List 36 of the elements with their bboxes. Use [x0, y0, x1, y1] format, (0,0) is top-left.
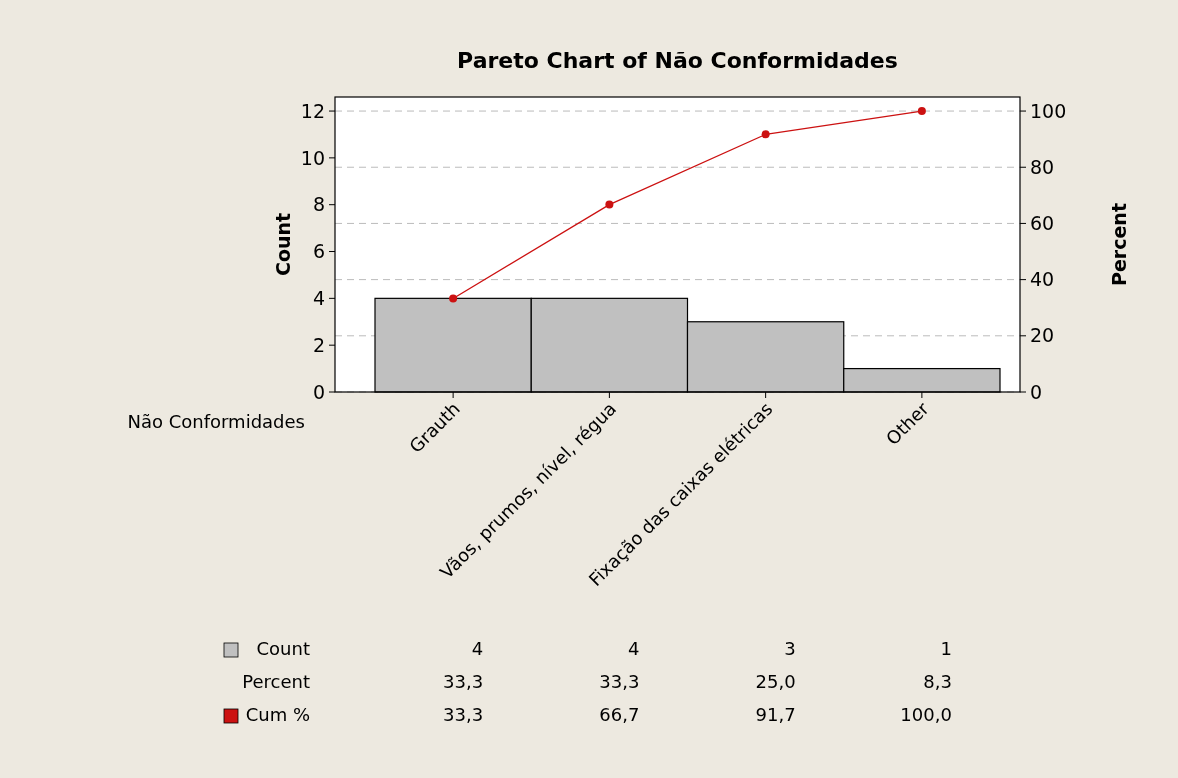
y-tick-label: 4 [312, 287, 325, 309]
data-label: 33,3 [443, 704, 484, 725]
y-tick-label: 8 [312, 193, 325, 216]
data-label: 91,7 [755, 704, 796, 725]
point [449, 294, 458, 303]
text: 33,3 [599, 671, 640, 692]
text: 33,3 [443, 671, 484, 692]
y2-tick-label: 80 [1030, 155, 1055, 178]
data-label: 1 [940, 638, 952, 659]
y-tick-label: 2 [312, 333, 325, 356]
data-label: 3 [784, 638, 796, 659]
text: 8,3 [923, 671, 952, 692]
y2-axis-title: Percent [1108, 203, 1130, 286]
y-tick-label: 0 [312, 380, 325, 403]
data-label: 4 [627, 638, 640, 659]
y2-tick-label: 20 [1030, 324, 1055, 347]
y-tick-label: 6 [312, 240, 325, 263]
text: 25,0 [755, 671, 796, 692]
y2-tick-label: 100 [1030, 99, 1067, 122]
y-tick-label: 10 [300, 146, 325, 169]
x-axis-title: Não Conformidades [127, 411, 305, 432]
point [605, 200, 614, 209]
point [917, 107, 926, 116]
legend-label: Count [256, 638, 310, 659]
y2-tick-label: 0 [1030, 380, 1043, 403]
point [761, 130, 770, 139]
data-label: 4 [471, 638, 484, 659]
data-label: 100,0 [900, 704, 952, 725]
chart-title: Pareto Chart of Não Conformidades [457, 48, 898, 73]
y2-tick-label: 60 [1030, 212, 1055, 235]
y2-tick-label: 40 [1030, 268, 1055, 291]
data-label: 66,7 [599, 704, 640, 725]
y-axis-title: Count [272, 212, 294, 277]
text: Percent [242, 671, 310, 692]
legend-label: Cum % [245, 704, 310, 725]
y-tick-label: 12 [300, 99, 325, 122]
